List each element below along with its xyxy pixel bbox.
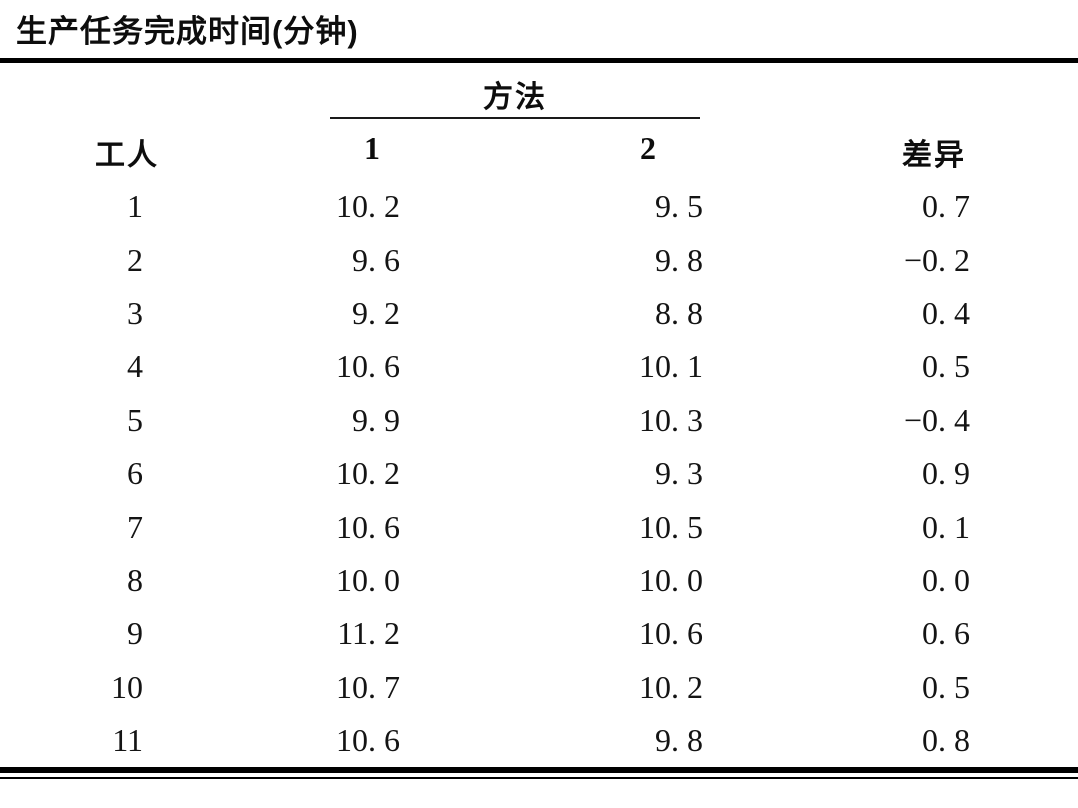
method2-cell: 9. 8 <box>655 722 703 759</box>
method1-cell: 10. 2 <box>336 188 400 225</box>
table-row: 1 10. 2 9. 5 0. 7 <box>0 180 1078 233</box>
method1-cell: 10. 2 <box>336 455 400 492</box>
method1-cell: 9. 6 <box>352 241 400 278</box>
method2-cell: 10. 2 <box>639 668 703 705</box>
method2-cell: 10. 6 <box>639 615 703 652</box>
method1-cell: 9. 2 <box>352 294 400 331</box>
diff-cell: 0. 9 <box>922 455 970 492</box>
diff-cell: 0. 0 <box>922 561 970 598</box>
worker-cell: 3 <box>127 294 143 331</box>
worker-cell: 5 <box>127 401 143 438</box>
table-row: 7 10. 6 10. 5 0. 1 <box>0 500 1078 553</box>
method1-cell: 10. 6 <box>336 508 400 545</box>
method-group-header: 方法 <box>483 81 547 114</box>
diff-cell: 0. 4 <box>922 294 970 331</box>
method2-cell: 10. 1 <box>639 348 703 385</box>
method2-cell: 10. 3 <box>639 401 703 438</box>
method2-cell: 9. 3 <box>655 455 703 492</box>
diff-cell: −0. 4 <box>903 401 970 438</box>
column-header-method2: 2 <box>640 130 656 166</box>
column-header-method1: 1 <box>364 130 380 166</box>
table-row: 3 9. 2 8. 8 0. 4 <box>0 287 1078 340</box>
method1-cell: 10. 6 <box>336 348 400 385</box>
table-row: 2 9. 6 9. 8 −0. 2 <box>0 233 1078 286</box>
method2-cell: 9. 8 <box>655 241 703 278</box>
diff-cell: 0. 6 <box>922 615 970 652</box>
method2-cell: 8. 8 <box>655 294 703 331</box>
column-header-diff: 差异 <box>902 139 966 172</box>
worker-cell: 4 <box>127 348 143 385</box>
worker-cell: 7 <box>127 508 143 545</box>
table-row: 9 11. 2 10. 6 0. 6 <box>0 607 1078 660</box>
worker-cell: 1 <box>127 188 143 225</box>
worker-cell: 10 <box>111 668 143 705</box>
table-title: 生产任务完成时间(分钟) <box>16 14 359 49</box>
method2-cell: 10. 0 <box>639 561 703 598</box>
table-row: 10 10. 7 10. 2 0. 5 <box>0 661 1078 714</box>
method1-cell: 10. 6 <box>336 722 400 759</box>
diff-cell: 0. 1 <box>922 508 970 545</box>
method1-cell: 10. 7 <box>336 668 400 705</box>
method2-cell: 9. 5 <box>655 188 703 225</box>
column-header-worker: 工人 <box>95 139 159 172</box>
method1-cell: 9. 9 <box>352 401 400 438</box>
bottom-rule-thin <box>0 777 1078 779</box>
diff-cell: 0. 7 <box>922 188 970 225</box>
method1-cell: 11. 2 <box>337 615 400 652</box>
worker-cell: 6 <box>127 455 143 492</box>
method1-cell: 10. 0 <box>336 561 400 598</box>
table-row: 5 9. 9 10. 3 −0. 4 <box>0 394 1078 447</box>
top-rule <box>0 58 1078 63</box>
diff-cell: 0. 8 <box>922 722 970 759</box>
bottom-rule-thick <box>0 767 1078 773</box>
table-rows: 1 10. 2 9. 5 0. 7 2 9. 6 9. 8 −0. 2 3 9.… <box>0 180 1078 767</box>
table-row: 4 10. 6 10. 1 0. 5 <box>0 340 1078 393</box>
table-row: 8 10. 0 10. 0 0. 0 <box>0 554 1078 607</box>
worker-cell: 11 <box>112 722 143 759</box>
diff-cell: 0. 5 <box>922 348 970 385</box>
worker-cell: 2 <box>127 241 143 278</box>
method2-cell: 10. 5 <box>639 508 703 545</box>
table-row: 6 10. 2 9. 3 0. 9 <box>0 447 1078 500</box>
method-group-underline <box>330 117 700 119</box>
table-row: 11 10. 6 9. 8 0. 8 <box>0 714 1078 767</box>
diff-cell: −0. 2 <box>903 241 970 278</box>
worker-cell: 9 <box>127 615 143 652</box>
worker-cell: 8 <box>127 561 143 598</box>
diff-cell: 0. 5 <box>922 668 970 705</box>
